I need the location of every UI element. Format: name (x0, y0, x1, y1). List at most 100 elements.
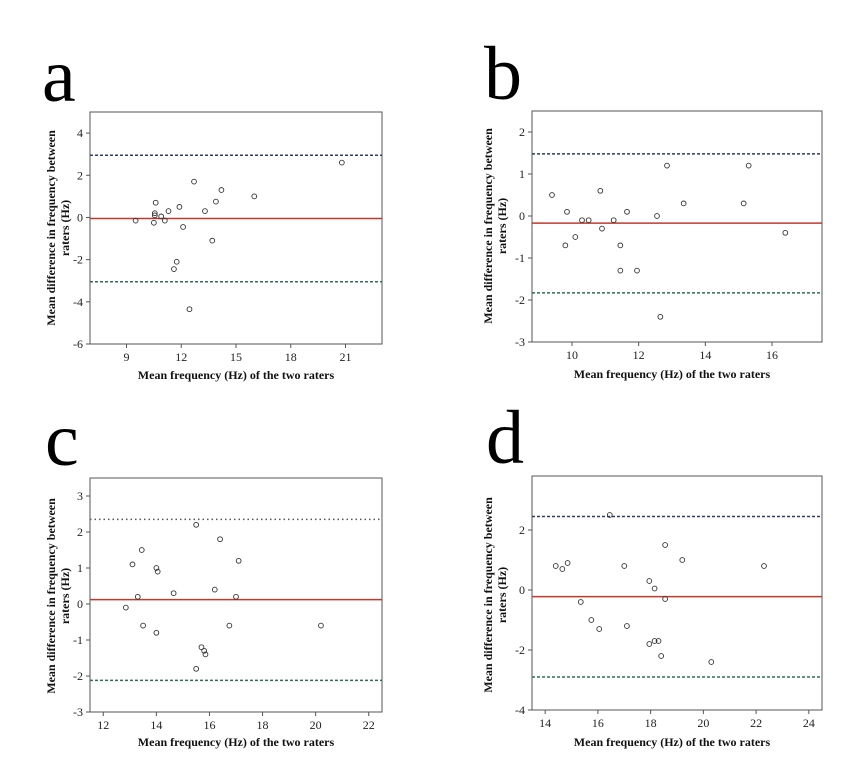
y-tick-label: 2 (77, 168, 83, 182)
x-axis-title: Mean frequency (Hz) of the two raters (574, 367, 771, 381)
y-axis-title-line: Mean difference in frequency between (481, 497, 495, 693)
data-point (559, 566, 566, 572)
data-point (213, 198, 219, 205)
data-point (654, 213, 660, 219)
y-axis-title: Mean difference in frequency betweenrate… (481, 128, 509, 324)
y-tick-label: 0 (519, 583, 525, 597)
y-tick-label: 4 (77, 126, 83, 140)
data-point (122, 604, 129, 611)
x-tick-label: 18 (257, 718, 269, 732)
data-point (588, 617, 595, 623)
data-point (562, 242, 569, 249)
data-point (129, 561, 136, 568)
y-tick-label: -2 (515, 643, 525, 657)
y-tick-label: -3 (73, 705, 83, 719)
data-point (617, 242, 624, 249)
y-axis-title: Mean difference in frequency betweenrate… (44, 498, 72, 694)
x-tick-label: 16 (203, 718, 215, 732)
data-point (599, 225, 605, 232)
y-tick-label: 0 (519, 209, 525, 223)
data-point (579, 217, 585, 224)
data-point (226, 622, 233, 629)
data-point (679, 557, 686, 563)
y-tick-label: 0 (77, 210, 83, 224)
x-tick-label: 14 (150, 718, 162, 732)
x-axis-title: Mean frequency (Hz) of the two raters (574, 735, 771, 749)
data-point (564, 560, 571, 566)
data-point (597, 187, 604, 194)
x-axis-title: Mean frequency (Hz) of the two raters (138, 368, 335, 382)
data-point (655, 638, 662, 644)
data-point (198, 644, 205, 651)
data-point (191, 178, 197, 185)
data-point (624, 623, 630, 629)
data-point (646, 641, 653, 647)
y-axis-title-line: raters (Hz) (495, 567, 509, 623)
data-point (134, 593, 141, 600)
data-point (154, 568, 161, 575)
x-tick-label: 12 (97, 718, 109, 732)
x-tick-label: 20 (697, 716, 709, 730)
y-axis-title-line: Mean difference in frequency between (44, 130, 58, 326)
y-tick-label: 2 (519, 125, 525, 139)
panel-label-a: a (42, 34, 76, 118)
data-point (621, 563, 628, 569)
y-tick-label: 2 (519, 523, 525, 537)
y-tick-label: -1 (515, 251, 525, 265)
data-point (585, 217, 592, 224)
y-tick-label: -3 (515, 335, 525, 349)
data-point (153, 565, 160, 571)
data-point (218, 187, 225, 193)
panel-label-d: d (486, 396, 524, 480)
plot-frame (531, 475, 823, 711)
data-point (318, 622, 324, 629)
x-tick-label: 14 (539, 716, 551, 730)
data-point (217, 536, 223, 543)
y-tick-label: 2 (77, 525, 83, 539)
x-tick-label: 18 (645, 716, 657, 730)
data-point (151, 212, 158, 219)
data-point (658, 653, 665, 659)
data-point (664, 162, 670, 169)
data-point (564, 208, 570, 215)
data-point (662, 596, 668, 602)
data-point (596, 626, 603, 632)
data-point (617, 267, 624, 274)
x-tick-label: 18 (285, 350, 297, 364)
data-point (606, 512, 613, 518)
y-axis-title: Mean difference in frequency betweenrate… (44, 130, 72, 326)
data-point (180, 224, 186, 230)
data-point (209, 237, 216, 244)
data-point (761, 563, 767, 569)
y-tick-label: -6 (73, 337, 83, 351)
x-tick-label: 12 (633, 348, 645, 362)
data-point (708, 659, 715, 665)
data-point (552, 563, 559, 569)
data-point (158, 213, 165, 220)
y-tick-label: -4 (515, 703, 525, 717)
panel-d: 14 16 18 20 22 24 -4 -2 0 2 Mean frequency (Hz) of… (481, 475, 823, 749)
data-point (251, 193, 258, 200)
y-axis-title-line: raters (Hz) (495, 198, 509, 254)
data-point (170, 590, 177, 597)
data-point (211, 586, 218, 593)
x-axis-title: Mean frequency (Hz) of the two raters (138, 735, 335, 749)
y-axis-title-line: Mean difference in frequency between (481, 128, 495, 324)
data-point (680, 200, 687, 207)
data-point (140, 622, 146, 629)
panel-label-b: b (484, 32, 522, 116)
data-point (657, 313, 664, 320)
data-point (740, 200, 747, 207)
data-point (152, 199, 159, 206)
y-tick-label: -2 (73, 253, 83, 267)
x-tick-label: 14 (699, 348, 711, 362)
data-point (165, 208, 172, 214)
panel-a: 9 12 15 18 21 -6 -4 -2 0 2 4 Mean frequency (Hz) of… (44, 111, 383, 382)
data-point (132, 217, 139, 224)
data-point (151, 210, 158, 217)
data-point (610, 217, 617, 224)
data-point (153, 629, 160, 636)
data-point (201, 647, 207, 654)
